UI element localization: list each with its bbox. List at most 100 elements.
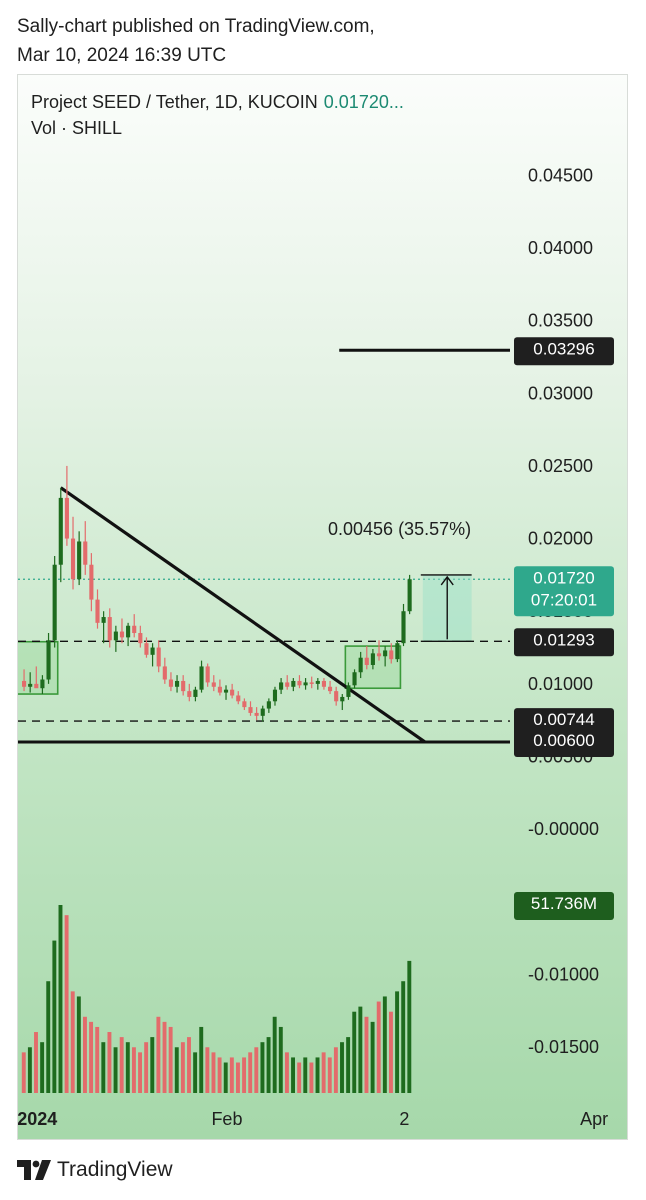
volume-bar — [284, 1052, 289, 1093]
candle-body[interactable] — [395, 643, 400, 660]
price-level-badge-text: 0.01293 — [533, 630, 594, 649]
candle-body[interactable] — [217, 686, 222, 693]
candle-body[interactable] — [64, 497, 69, 539]
candle-body[interactable] — [260, 708, 265, 716]
candle-body[interactable] — [89, 564, 94, 600]
candle-body[interactable] — [162, 666, 167, 680]
price-axis-tick: 0.01000 — [528, 674, 593, 694]
candle-body[interactable] — [126, 625, 131, 638]
candle-body[interactable] — [138, 633, 143, 644]
candle-body[interactable] — [346, 685, 351, 697]
price-level-badge[interactable] — [514, 728, 614, 757]
price-level-badge[interactable] — [514, 337, 614, 366]
volume-bar — [291, 1057, 295, 1093]
candle-body[interactable] — [70, 538, 76, 580]
candle-body[interactable] — [334, 691, 339, 702]
candle-body[interactable] — [407, 579, 412, 612]
candle-body[interactable] — [315, 680, 320, 684]
candle-body[interactable] — [254, 712, 259, 716]
volume-badge[interactable] — [514, 892, 614, 920]
candle-body[interactable] — [303, 682, 308, 686]
price-axis-tick: 0.03500 — [528, 311, 593, 331]
candle-body[interactable] — [34, 683, 39, 689]
candle-body[interactable] — [107, 617, 112, 641]
candle-body[interactable] — [248, 707, 253, 713]
publisher-info: Sally-chart published on TradingView.com… — [17, 12, 375, 70]
candle-body[interactable] — [150, 647, 155, 655]
symbol-label[interactable]: Project SEED / Tether, 1D, KUCOIN — [31, 92, 318, 112]
candle-body[interactable] — [156, 647, 161, 667]
price-axis-tick: -0.01500 — [528, 1037, 599, 1057]
candle-body[interactable] — [101, 617, 106, 623]
candle-body[interactable] — [279, 682, 284, 690]
volume-bar — [125, 1042, 130, 1093]
candle-body[interactable] — [28, 683, 33, 687]
candle-body[interactable] — [321, 680, 326, 687]
candle-body[interactable] — [352, 672, 357, 686]
last-price-badge[interactable] — [514, 566, 614, 617]
candle-body[interactable] — [236, 695, 241, 702]
volume-bar — [58, 905, 63, 1093]
price-axis-tick: 0.04500 — [528, 165, 593, 185]
candle-body[interactable] — [46, 640, 51, 680]
candle-body[interactable] — [230, 689, 235, 696]
candle-body[interactable] — [272, 689, 278, 702]
volume-bar — [333, 1047, 338, 1093]
volume-bar — [382, 996, 387, 1093]
candle-body[interactable] — [401, 611, 406, 644]
volume-bar — [138, 1052, 142, 1093]
price-level-badge[interactable] — [514, 628, 614, 657]
candle-body[interactable] — [328, 686, 333, 692]
tradingview-brand[interactable]: TradingView — [17, 1158, 173, 1182]
candle-body[interactable] — [266, 701, 271, 709]
candle-body[interactable] — [376, 653, 382, 657]
volume-bar — [76, 996, 81, 1093]
candle-body[interactable] — [223, 689, 229, 693]
volume-bar — [266, 1037, 271, 1093]
candle-body[interactable] — [113, 631, 118, 641]
candle-body[interactable] — [285, 682, 290, 687]
candle-body[interactable] — [58, 497, 63, 565]
price-chart[interactable]: 0.04500 0.04000 0.03500 0.03000 0.02500 0.020… — [18, 75, 628, 1140]
price-axis-tick: 0.02500 — [528, 456, 593, 476]
chart-panel[interactable]: 0.04500 0.04000 0.03500 0.03000 0.02500 0.020… — [17, 74, 628, 1140]
candle-body[interactable] — [168, 679, 173, 687]
candle-body[interactable] — [187, 691, 192, 697]
candle-body[interactable] — [297, 680, 302, 686]
volume-bar — [168, 1026, 173, 1093]
candle-body[interactable] — [389, 650, 394, 660]
volume-bar — [352, 1011, 357, 1093]
candle-body[interactable] — [52, 564, 57, 641]
candle-body[interactable] — [370, 653, 375, 665]
volume-bar — [27, 1047, 32, 1093]
volume-bar — [321, 1052, 326, 1093]
candle-body[interactable] — [132, 625, 137, 634]
candle-body[interactable] — [40, 679, 45, 689]
measure-label: 0.00456 (35.57%) — [328, 519, 471, 539]
candle-body[interactable] — [364, 657, 369, 665]
candle-body[interactable] — [199, 666, 204, 690]
trendline[interactable] — [59, 486, 426, 744]
candle-body[interactable] — [383, 650, 388, 657]
candle-body[interactable] — [175, 680, 180, 687]
price-axis-tick: 0.03000 — [528, 383, 593, 403]
candle-body[interactable] — [309, 682, 314, 684]
candle-body[interactable] — [211, 682, 216, 687]
candle-body[interactable] — [77, 541, 82, 580]
candle-body[interactable] — [205, 666, 210, 683]
candle-body[interactable] — [340, 696, 345, 702]
candle-body[interactable] — [119, 631, 125, 638]
candle-body[interactable] — [95, 599, 100, 623]
volume-bar — [309, 1062, 314, 1093]
candle-body[interactable] — [291, 680, 296, 687]
volume-legend[interactable]: Vol · SHILL — [31, 118, 123, 138]
candle-body[interactable] — [83, 541, 88, 565]
candle-body[interactable] — [358, 657, 363, 673]
candle-body[interactable] — [22, 680, 27, 687]
candle-body[interactable] — [181, 680, 186, 692]
volume-bar — [217, 1057, 222, 1093]
candle-body[interactable] — [193, 689, 198, 697]
candle-body[interactable] — [144, 643, 149, 655]
volume-bar — [389, 1011, 393, 1093]
candle-body[interactable] — [242, 701, 247, 708]
